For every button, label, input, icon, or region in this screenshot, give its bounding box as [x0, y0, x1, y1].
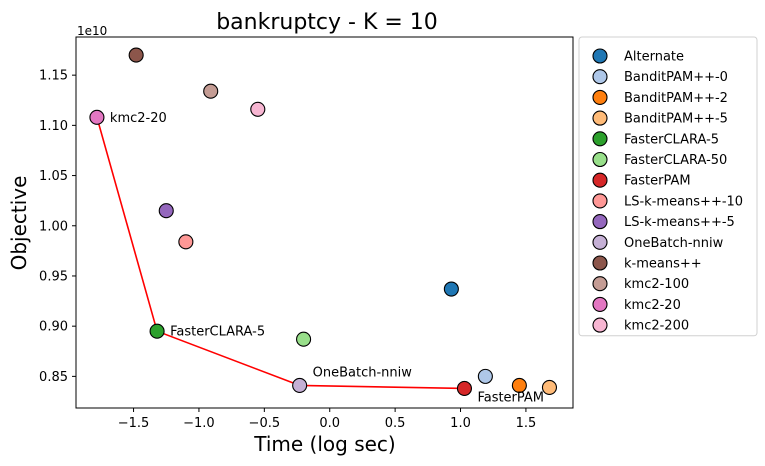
- legend-box: [578, 36, 758, 337]
- chart-title: bankruptcy - K = 10: [216, 10, 438, 35]
- point-k-meanspp: [128, 47, 144, 63]
- legend-label: LS-k-means++-5: [624, 215, 735, 230]
- point-ls-k-meanspp-10: [178, 234, 194, 250]
- annotation-label: OneBatch-nniw: [313, 365, 413, 380]
- legend-marker-banditpampp-5: [592, 110, 608, 126]
- y-scale-note: 1e10: [77, 24, 107, 38]
- plot-frame: [75, 36, 574, 409]
- y-tick-label: 1.05: [39, 169, 68, 184]
- legend-marker-fasterpam: [592, 172, 608, 188]
- x-tick-label: −0.5: [249, 416, 281, 431]
- x-tick-label: 0.5: [385, 416, 406, 431]
- point-banditpampp-5: [541, 379, 558, 395]
- x-tick-label: −1.0: [183, 416, 215, 431]
- y-tick-label: 1.10: [39, 119, 68, 134]
- y-tick-label: 1.15: [39, 69, 68, 84]
- point-onebatch-nniw: [292, 377, 308, 393]
- x-tick-label: 1.5: [516, 416, 537, 431]
- annotation-label: FasterPAM: [477, 390, 544, 405]
- legend-marker-k-meanspp: [592, 255, 608, 271]
- point-kmc2-200: [250, 101, 266, 117]
- point-fasterclara-5: [149, 323, 165, 339]
- legend-marker-ls-k-meanspp-5: [592, 214, 608, 230]
- point-kmc2-20: [89, 109, 105, 125]
- legend-marker-banditpampp-0: [592, 69, 608, 85]
- point-kmc2-100: [203, 83, 219, 99]
- legend-label: kmc2-20: [624, 298, 681, 313]
- annotation-label: FasterCLARA-5: [170, 325, 265, 340]
- y-tick-label: 1.00: [39, 219, 68, 234]
- legend-label: FasterCLARA-50: [624, 153, 727, 168]
- point-ls-k-meanspp-5: [158, 203, 174, 219]
- point-alternate: [443, 281, 459, 297]
- point-banditpampp-2: [511, 377, 527, 393]
- legend-label: LS-k-means++-10: [624, 194, 743, 209]
- y-tick-label: 0.85: [39, 370, 68, 385]
- legend-label: FasterCLARA-5: [624, 132, 719, 147]
- legend-marker-fasterclara-5: [592, 131, 608, 147]
- x-tick-label: 1.0: [450, 416, 471, 431]
- x-axis-label: Time (log sec): [253, 432, 395, 456]
- legend-marker-alternate: [592, 48, 608, 64]
- legend-label: Alternate: [624, 50, 684, 65]
- legend-marker-kmc2-100: [592, 276, 608, 292]
- y-tick-label: 0.95: [39, 269, 68, 284]
- annotation-label: kmc2-20: [110, 111, 167, 126]
- legend-marker-onebatch-nniw: [592, 234, 608, 250]
- legend-label: BanditPAM++-0: [624, 70, 728, 85]
- legend-label: BanditPAM++-2: [624, 91, 728, 106]
- legend-label: FasterPAM: [624, 174, 691, 189]
- x-tick-label: −1.5: [118, 416, 150, 431]
- legend-marker-kmc2-200: [592, 317, 608, 333]
- legend-marker-ls-k-meanspp-10: [592, 193, 608, 209]
- x-tick-label: 0.0: [319, 416, 340, 431]
- legend-label: BanditPAM++-5: [624, 112, 728, 127]
- legend-marker-banditpampp-2: [592, 89, 608, 105]
- legend-label: OneBatch-nniw: [624, 236, 724, 251]
- legend-marker-fasterclara-50: [592, 151, 608, 168]
- legend-label: kmc2-200: [624, 319, 689, 334]
- point-banditpampp-0: [477, 368, 493, 384]
- y-tick-label: 0.90: [39, 320, 68, 335]
- legend-label: k-means++: [624, 257, 702, 272]
- y-axis-label: Objective: [7, 176, 31, 271]
- legend-label: kmc2-100: [624, 277, 689, 292]
- point-fasterpam: [456, 380, 472, 396]
- pareto-front-line: [96, 117, 465, 390]
- legend-marker-kmc2-20: [592, 296, 608, 312]
- point-fasterclara-50: [296, 331, 312, 347]
